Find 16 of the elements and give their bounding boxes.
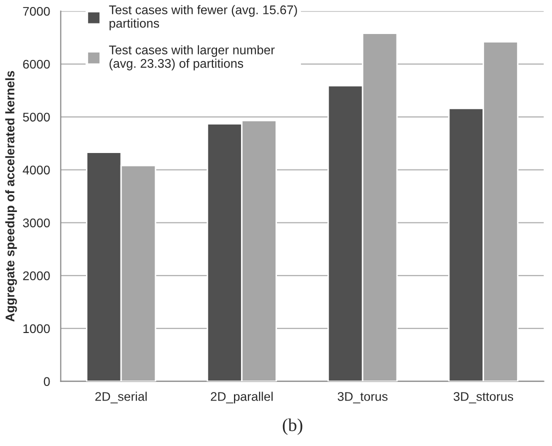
y-tick-label: 1000 [23, 324, 50, 334]
text: (b) [282, 418, 302, 435]
y-axis-title: Aggregate speedup of accelerated kernels [5, 71, 17, 322]
x-tick-label: 2D_parallel [210, 392, 273, 404]
y-tick-label: 5000 [23, 112, 50, 122]
x-tick-label: 3D_sttorus [454, 392, 514, 404]
y-tick-label: 4000 [22, 166, 50, 174]
legend-label: Test cases with fewer (avg. 15.67) partitions [109, 5, 297, 30]
y-tick-label: 0 [44, 377, 50, 386]
y-tick-label: 2000 [23, 271, 50, 280]
x-tick-label: 3D_torus [338, 392, 388, 404]
y-tick-label: 6000 [23, 60, 50, 69]
legend-label: Test cases with larger number (avg. 23.33) of partitions [109, 45, 275, 70]
x-tick-label: 2D_serial [95, 392, 147, 404]
y-tick-label: 7000 [23, 6, 50, 16]
y-tick-label: 3000 [22, 218, 50, 228]
